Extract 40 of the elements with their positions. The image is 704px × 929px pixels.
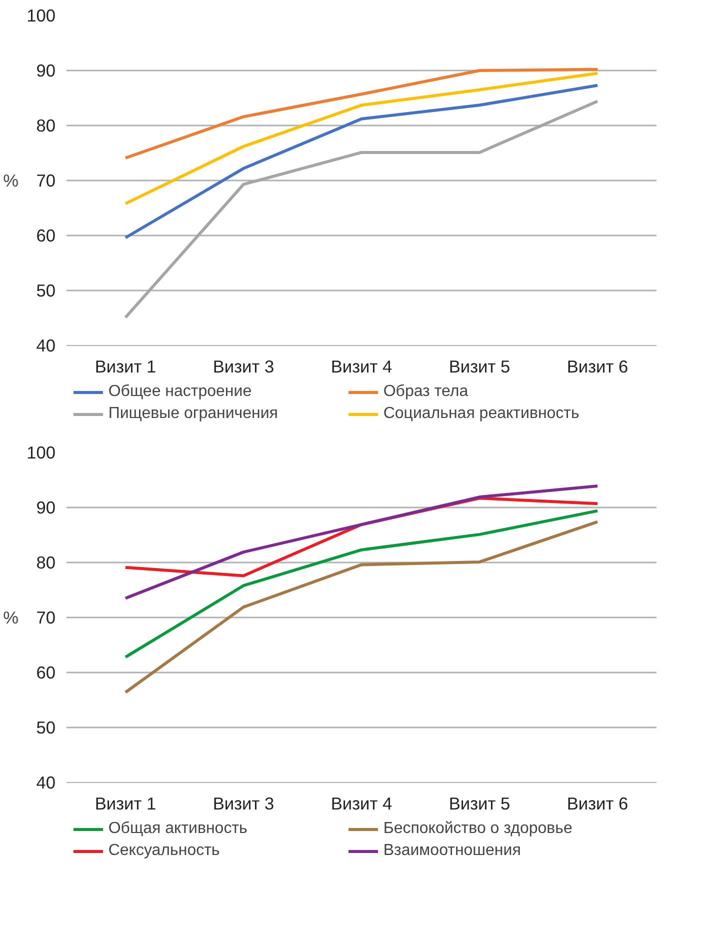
y-tick-label: 70 [36,608,56,628]
y-tick-label: 100 [26,6,56,26]
x-tick-label: Визит 1 [94,356,156,376]
y-tick-label: 100 [26,442,56,462]
legend-label: Образ тела [383,383,470,401]
line-series [124,484,599,600]
legend-label: Пищевые ограничения [108,405,279,423]
line-series [124,68,599,160]
legend-label: Общая активность [108,820,248,838]
x-tick-label: Визит 4 [330,356,392,376]
y-tick-label: 80 [36,116,56,136]
y-axis-title: % [3,608,19,628]
x-tick-label: Визит 3 [212,356,274,376]
x-tick-label: Визит 1 [94,794,156,814]
legend-label: Сексуальность [108,842,221,860]
legend-label: Общее настроение [108,383,253,401]
x-tick-label: Визит 5 [448,356,510,376]
line-series [124,520,599,694]
y-tick-label: 40 [36,336,56,356]
y-tick-label: 90 [36,60,56,80]
x-tick-label: Визит 5 [448,794,510,814]
line-series [124,72,599,206]
y-tick-label: 60 [36,662,56,682]
y-tick-label: 90 [36,498,56,518]
x-tick-label: Визит 3 [212,794,274,814]
y-tick-label: 70 [36,170,56,190]
legend-label: Беспокойство о здоровье [383,820,574,838]
y-tick-label: 40 [36,772,56,792]
x-tick-label: Визит 6 [566,794,628,814]
y-tick-label: 80 [36,552,56,572]
x-tick-label: Визит 6 [566,356,628,376]
y-tick-label: 50 [36,718,56,738]
line-series [124,509,599,659]
legend-label: Социальная реактивность [383,405,580,423]
y-tick-label: 50 [36,280,56,300]
y-tick-label: 60 [36,226,56,246]
legend-label: Взаимоотношения [383,842,522,860]
x-tick-label: Визит 4 [330,794,392,814]
y-axis-title: % [3,170,19,190]
line-series [124,84,599,240]
